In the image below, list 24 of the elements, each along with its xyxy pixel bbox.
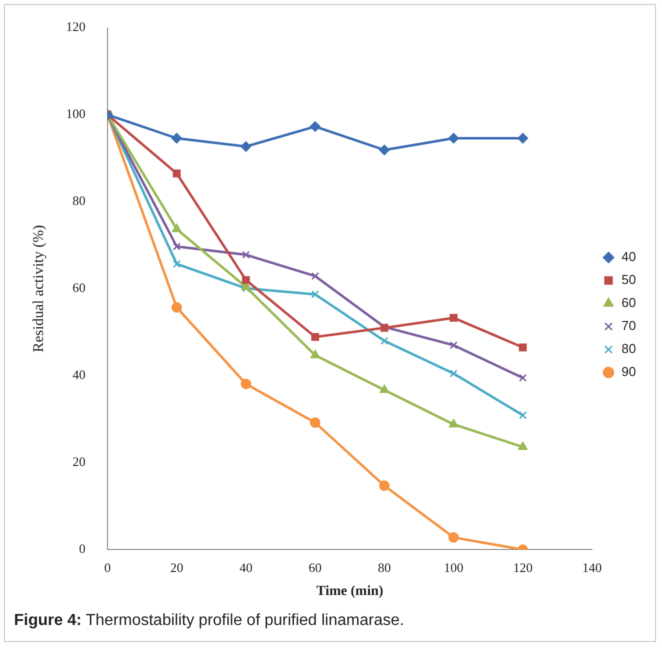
x-tick-label: 120 — [513, 560, 533, 575]
x-tick-label: 80 — [378, 560, 391, 575]
y-tick-label: 40 — [72, 367, 86, 382]
caption: Figure 4: Thermostability profile of purified linamarase. — [14, 612, 404, 630]
y-tick-label: 20 — [72, 454, 86, 470]
x-tick-label: 60 — [308, 560, 322, 575]
legend-label: 90 — [622, 364, 636, 380]
y-tick-label: 120 — [66, 19, 86, 34]
legend-label: 70 — [622, 318, 636, 334]
x-tick-label: 20 — [170, 560, 184, 575]
x-tick-label: 100 — [444, 560, 464, 575]
x-axis-title: Time (min) — [316, 584, 384, 600]
legend-label: 80 — [622, 341, 636, 356]
x-tick-label: 140 — [582, 560, 602, 575]
legend-label: 50 — [622, 272, 636, 288]
y-tick-label: 100 — [66, 106, 86, 122]
y-tick-label: 0 — [79, 541, 86, 556]
x-tick-label: 40 — [239, 560, 252, 575]
x-tick-label: 0 — [104, 560, 111, 575]
legend-label: 40 — [622, 249, 636, 264]
y-tick-label: 60 — [72, 280, 86, 296]
y-tick-label: 80 — [72, 193, 86, 208]
legend-label: 60 — [622, 295, 636, 310]
y-axis-title: Residual activity (%) — [30, 224, 47, 352]
